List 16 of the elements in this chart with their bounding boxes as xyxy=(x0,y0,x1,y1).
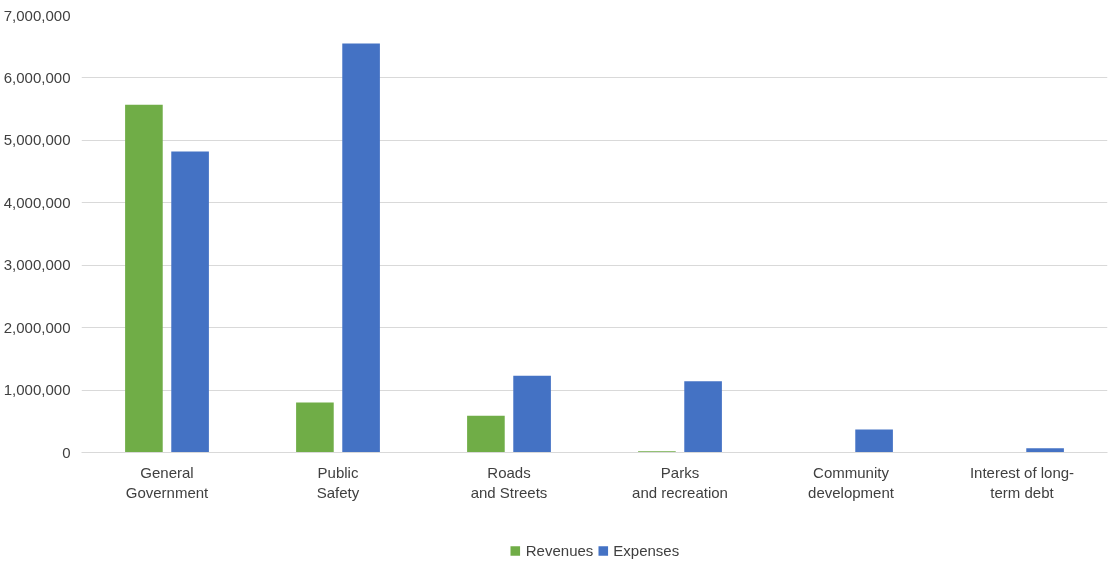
y-tick-label: 7,000,000 xyxy=(3,6,71,24)
legend-label: Revenues xyxy=(525,541,594,559)
x-tick-label: Community development xyxy=(808,463,895,501)
y-tick-label: 4,000,000 xyxy=(3,193,71,211)
y-tick-label: 2,000,000 xyxy=(3,318,71,336)
y-tick-label: 3,000,000 xyxy=(3,256,71,274)
x-tick-label: Interest of long-term debt xyxy=(969,463,1075,501)
x-tick-label: General Government xyxy=(125,463,210,501)
y-tick-label: 5,000,000 xyxy=(3,131,71,149)
y-tick-label: 6,000,000 xyxy=(3,68,71,86)
x-tick-label: Roads and Streets xyxy=(470,463,548,501)
legend-label: Expenses xyxy=(613,541,680,559)
y-tick-label: 1,000,000 xyxy=(3,381,71,399)
x-tick-label: Parks and recreation xyxy=(632,463,728,501)
x-tick-label: Public Safety xyxy=(316,463,360,501)
y-tick-label: 0 xyxy=(62,443,71,461)
